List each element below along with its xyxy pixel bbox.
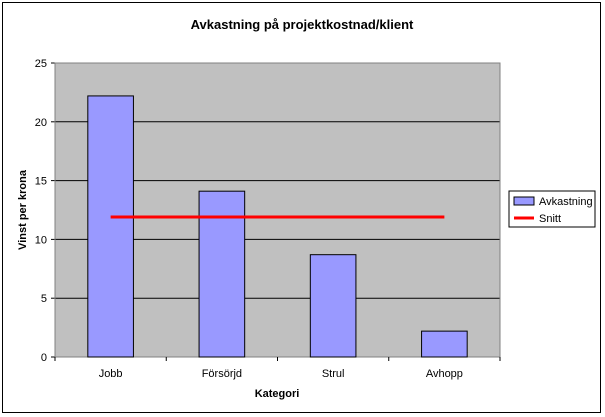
x-tick-label: Avhopp (426, 368, 463, 380)
x-tick-label: Försörjd (202, 368, 242, 380)
y-tick-label: 5 (41, 293, 47, 305)
x-tick-label: Jobb (99, 368, 123, 380)
y-tick-label: 15 (35, 176, 47, 188)
legend: Avkastning Snitt (508, 190, 596, 228)
x-tick-label: Strul (322, 368, 345, 380)
x-axis-label: Kategori (255, 388, 300, 400)
y-tick-label: 20 (35, 117, 47, 129)
legend-label: Snitt (539, 213, 561, 225)
y-tick-label: 10 (35, 234, 47, 246)
bar (87, 95, 134, 358)
legend-swatch-bar (513, 196, 535, 206)
plot-area: 0 5 10 15 20 25 Jobb Försörjd Strul Avhopp (35, 58, 501, 380)
legend-label: Avkastning (539, 196, 593, 208)
y-tick-label: 0 (41, 352, 47, 364)
chart-title: Avkastning på projektkostnad/klient (191, 17, 414, 32)
y-axis-label: Vinst per krona (17, 169, 29, 250)
bar (309, 254, 357, 358)
bar (421, 330, 468, 358)
y-tick-label: 25 (35, 58, 47, 70)
bar (198, 190, 246, 358)
